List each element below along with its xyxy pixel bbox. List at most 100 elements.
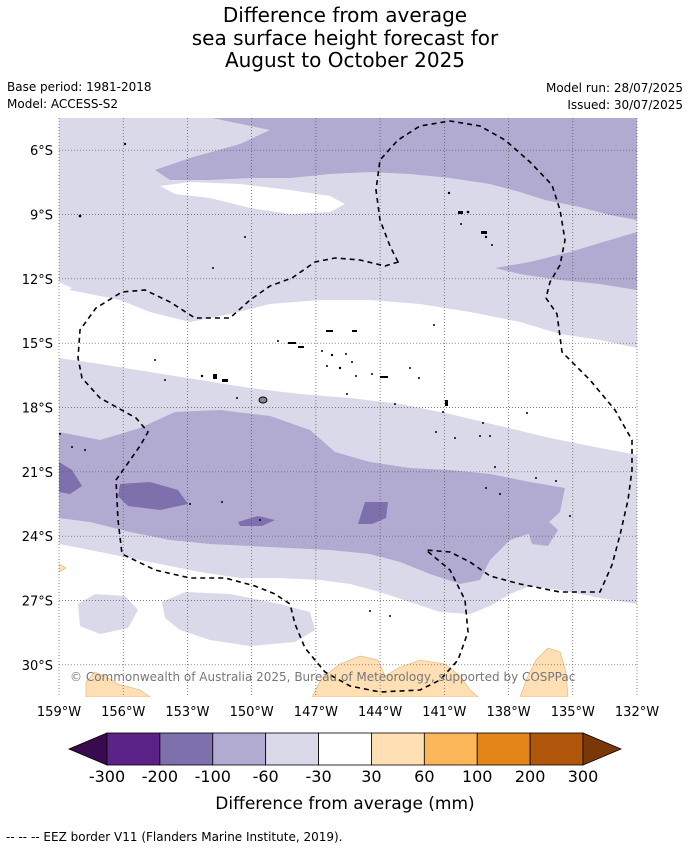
colorbar: -300 -200 -100 -60 -30 30 60 100 200 300	[67, 732, 623, 786]
island	[78, 214, 82, 218]
lon-tick-label-7: 138°W	[486, 705, 530, 720]
island	[458, 211, 463, 214]
island	[445, 400, 448, 406]
lat-tick-label-2: 12°S	[22, 273, 53, 288]
colorbar-tick-2: -100	[195, 767, 231, 786]
contour-orange-2	[311, 655, 479, 697]
lon-tick-label-2: 153°W	[165, 705, 209, 720]
latitude-tick-labels: 6°S 9°S 12°S 15°S 18°S 21°S 24°S 27°S 30°S	[22, 144, 53, 674]
lat-tick-label-4: 18°S	[22, 402, 53, 417]
island	[482, 422, 484, 424]
colorbar-tick-8: 200	[515, 767, 546, 786]
contour-dark-sw	[118, 482, 188, 510]
island	[277, 340, 279, 342]
lat-tick-label-0: 6°S	[30, 144, 53, 159]
island	[380, 376, 388, 378]
island	[491, 244, 493, 246]
island	[485, 487, 487, 489]
island	[369, 610, 371, 612]
colorbar-label: Difference from average (mm)	[215, 794, 474, 814]
colorbar-bin-3	[265, 732, 319, 766]
island	[326, 330, 333, 332]
island	[466, 210, 470, 214]
model-run-label: Model run: 28/07/2025	[545, 81, 683, 95]
colorbar-tick-5: 30	[361, 767, 381, 786]
island	[321, 350, 323, 352]
contour-dark-w	[59, 462, 82, 494]
island	[330, 353, 334, 357]
lat-tick-label-7: 27°S	[22, 595, 53, 610]
contour-medium-east-blob	[525, 518, 558, 546]
title-line-3: August to October 2025	[224, 48, 466, 72]
contour-light-sw2	[162, 592, 315, 646]
lon-tick-label-1: 156°W	[101, 705, 145, 720]
island	[298, 346, 304, 348]
lon-tick-label-5: 144°W	[358, 705, 402, 720]
island	[389, 615, 391, 617]
contour-medium-ne	[155, 118, 637, 220]
island	[213, 374, 217, 379]
base-period-label: Base period: 1981-2018	[7, 80, 152, 94]
title-line-1: Difference from average	[222, 3, 468, 27]
colorbar-bin-4	[318, 732, 372, 766]
island	[164, 379, 166, 381]
colorbar-tick-0: -300	[89, 767, 125, 786]
colorbar-tick-1: -200	[142, 767, 178, 786]
colorbar-bin-7	[476, 732, 531, 766]
contour-orange-1	[85, 671, 151, 697]
colorbar-tick-4: -30	[305, 767, 331, 786]
lat-tick-label-5: 21°S	[22, 466, 53, 481]
contour-orange-3	[519, 647, 569, 697]
colorbar-tick-3: -60	[253, 767, 279, 786]
lon-tick-label-6: 141°W	[422, 705, 466, 720]
island	[526, 412, 528, 414]
contour-white-north	[160, 182, 345, 214]
island	[326, 365, 328, 367]
colorbar-bin-6	[423, 732, 478, 766]
island	[555, 480, 557, 482]
issued-label: Issued: 30/07/2025	[567, 98, 683, 112]
island	[352, 330, 357, 332]
island	[258, 396, 268, 404]
island	[394, 403, 396, 405]
island	[221, 501, 223, 503]
islands	[59, 142, 571, 617]
island	[499, 493, 501, 495]
island	[569, 515, 571, 517]
island	[71, 446, 73, 448]
footnote: -- -- -- EEZ border V11 (Flanders Marine…	[6, 830, 343, 844]
island	[288, 342, 296, 344]
contour-orange-4	[59, 563, 67, 573]
island	[346, 393, 348, 395]
colorbar-tick-7: 100	[462, 767, 493, 786]
lon-tick-label-9: 132°W	[615, 705, 659, 720]
island	[489, 435, 491, 437]
island	[433, 324, 435, 326]
lat-tick-label-1: 9°S	[30, 209, 53, 224]
island	[123, 142, 127, 146]
island	[338, 366, 342, 370]
island	[59, 433, 61, 435]
colorbar-bin-8	[529, 732, 584, 766]
island	[84, 449, 86, 451]
island	[535, 477, 537, 479]
gridlines	[58, 118, 638, 697]
island	[259, 519, 261, 521]
colorbar-under-arrow	[67, 732, 108, 766]
island	[418, 377, 420, 379]
colorbar-tick-6: 60	[414, 767, 434, 786]
island	[447, 191, 451, 195]
lon-tick-label-8: 135°W	[551, 705, 595, 720]
model-label: Model: ACCESS-S2	[7, 97, 119, 111]
island	[355, 375, 357, 377]
island	[481, 231, 487, 234]
contour-medium-e	[495, 232, 637, 290]
lat-tick-label-6: 24°S	[22, 530, 53, 545]
island	[222, 379, 228, 382]
colorbar-bin-1	[159, 732, 214, 766]
copyright-text: © Commonwealth of Australia 2025, Bureau…	[70, 670, 575, 684]
contour-white-nw	[59, 282, 72, 296]
contour-dark-e	[358, 502, 388, 524]
colorbar-bin-2	[212, 732, 267, 766]
island	[484, 235, 488, 239]
